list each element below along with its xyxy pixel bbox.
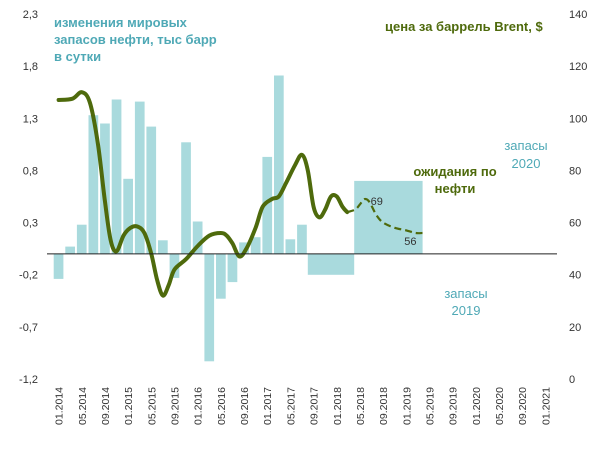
y-left-tick-1: 1,8 [23,61,38,73]
zone-1-label-line-2: 2019 [452,303,481,318]
x-tick-12: 01.2018 [332,387,344,425]
x-tick-7: 05.2016 [216,387,228,425]
bar-5 [111,99,122,254]
x-tick-11: 09.2017 [309,387,321,425]
bar-12 [192,221,203,254]
y-right-tick-7: 0 [569,374,575,386]
left-title-line-1: изменения мировых [54,15,188,30]
axis-layer: 2,3 1,8 1,3 0,8 0,3 -0,2 -0,7 -1,2 140 120 100 80 60… [19,9,587,425]
zone-2-block [354,180,423,254]
y-left-tick-0: 2,3 [23,9,38,21]
y-left-tick-3: 0,8 [23,165,38,177]
x-tick-2: 09.2014 [100,387,112,425]
y-right-tick-2: 100 [569,113,587,125]
forecast-value-label-1: 56 [404,236,416,248]
x-tick-21: 01.2021 [540,387,552,425]
zone-2-label-line-1: запасы [504,138,547,153]
x-tick-14: 09.2018 [378,387,390,425]
bar-21 [297,224,307,254]
y-left-tick-2: 1,3 [23,113,38,125]
y-right-tick-3: 80 [569,165,581,177]
y-right-tick-1: 120 [569,61,587,73]
bar-16 [239,242,249,254]
y-right-tick-6: 20 [569,322,581,334]
bar-2 [76,224,87,254]
forecast-line [346,197,423,235]
forecast-annotation-line-1: ожидания по [413,164,496,179]
bar-19 [274,75,284,254]
bar-3 [88,115,99,254]
bar-0 [53,253,64,279]
y-right-tick-4: 60 [569,218,581,230]
forecast-value-label-0: 69 [371,196,383,208]
zone-2-label-line-2: 2020 [512,156,541,171]
bar-13 [204,253,215,362]
x-tick-13: 05.2018 [355,387,367,425]
bar-14 [216,253,226,299]
x-tick-17: 09.2019 [448,387,460,425]
bar-9 [158,240,168,254]
bar-8 [146,126,157,254]
x-tick-15: 01.2019 [401,387,413,425]
bars-layer [53,75,307,362]
y-left-tick-4: 0,3 [23,218,38,230]
line-layer [56,90,423,298]
x-tick-3: 01.2015 [123,387,135,425]
x-tick-5: 09.2015 [170,387,182,425]
x-tick-1: 05.2014 [77,387,89,425]
x-tick-19: 05.2020 [494,387,506,425]
x-tick-0: 01.2014 [54,387,66,425]
x-tick-20: 09.2020 [517,387,529,425]
bar-11 [181,142,191,254]
y-left-tick-6: -0,7 [19,322,38,334]
y-left-tick-7: -1,2 [19,374,38,386]
labels-layer: 69 56 ожидания по нефти запасы 2019 запасы 2020 [371,138,548,318]
left-title-line-2: запасов нефти, тыс барр [54,32,217,47]
bar-1 [65,246,75,254]
bar-17 [250,237,261,254]
price-line [56,90,350,298]
x-tick-16: 05.2019 [425,387,437,425]
x-tick-18: 01.2020 [471,387,483,425]
y-left-tick-5: -0,2 [19,270,38,282]
x-tick-4: 05.2015 [146,387,158,425]
x-tick-10: 05.2017 [285,387,297,425]
zone-1-block [307,253,355,275]
left-title-line-3: в сутки [54,49,101,64]
right-title: цена за баррель Brent, $ [385,19,543,34]
x-tick-8: 09.2016 [239,387,251,425]
bar-6 [123,178,133,254]
x-tick-9: 01.2017 [262,387,274,425]
left-title: изменения мировых запасов нефти, тыс бар… [54,15,217,64]
zones-layer [307,180,423,275]
forecast-annotation-line-2: нефти [435,181,476,196]
zone-1-label-line-1: запасы [444,286,487,301]
y-right-tick-5: 40 [569,270,581,282]
bar-18 [262,156,273,254]
y-right-tick-0: 140 [569,9,587,21]
bar-15 [227,253,238,283]
bar-10 [169,253,180,278]
x-tick-6: 01.2016 [193,387,205,425]
bar-20 [285,239,296,254]
bar-7 [134,101,145,254]
